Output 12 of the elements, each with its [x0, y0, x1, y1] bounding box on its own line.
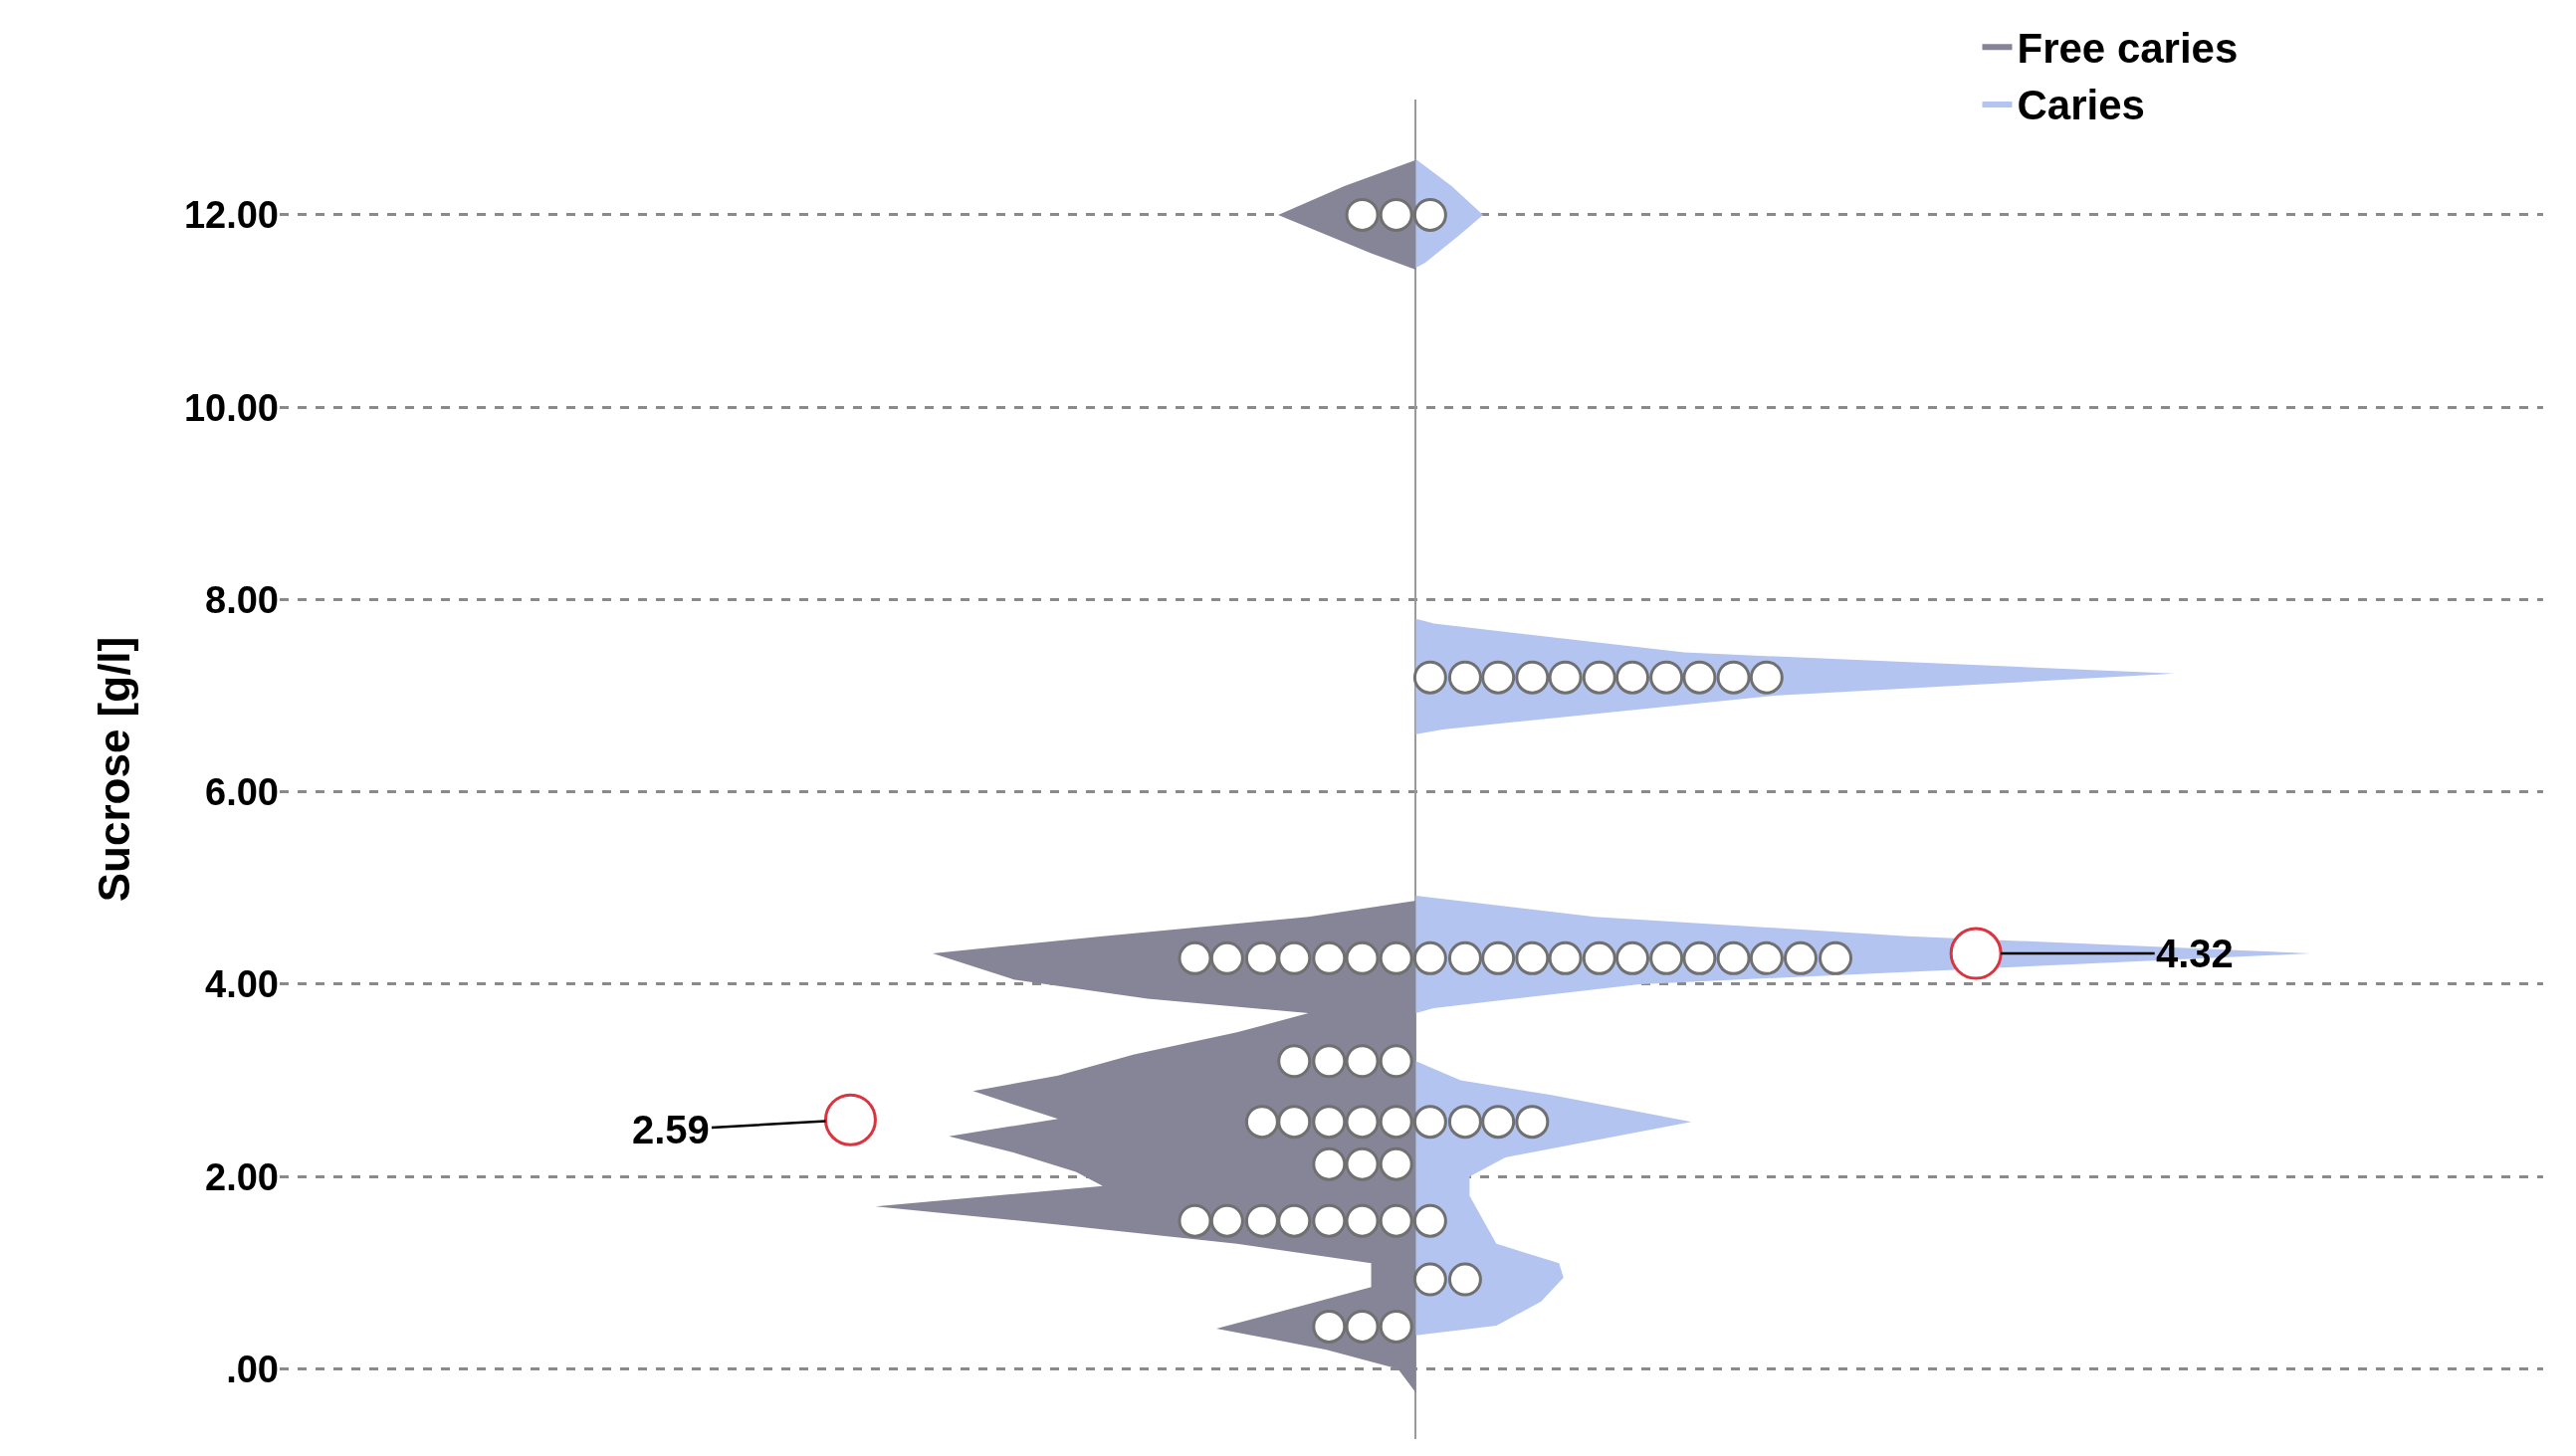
legend-label: Free caries	[2017, 24, 2239, 72]
y-axis-title: Sucrose [g/l]	[90, 636, 139, 903]
y-tick-label: .00	[226, 1348, 279, 1390]
annotation: 2.59	[632, 1108, 710, 1151]
legend-label: Caries	[2017, 82, 2145, 129]
y-tick-label: 6.00	[205, 771, 279, 814]
y-tick-label: 4.00	[205, 963, 279, 1006]
y-tick-label: 8.00	[205, 578, 279, 621]
annotation: 4.32	[2156, 932, 2234, 975]
y-tick-label: 10.00	[183, 386, 279, 429]
y-tick-label: 12.00	[183, 194, 279, 237]
y-tick-label: 2.00	[205, 1155, 279, 1198]
